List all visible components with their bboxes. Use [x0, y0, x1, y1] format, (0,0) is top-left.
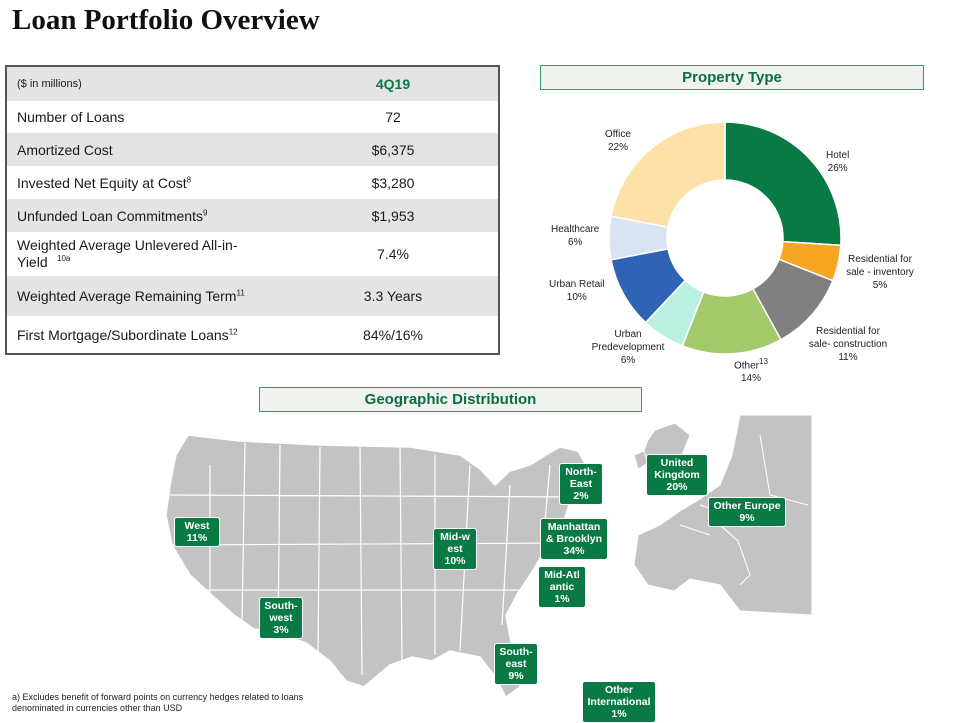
property-type-header: Property Type: [540, 65, 924, 90]
row-value: $6,375: [288, 133, 498, 166]
slice-label-urban-predevelopment: Urban Predevelopment 6%: [591, 329, 665, 366]
row-value: 72: [385, 109, 401, 125]
region-badge-mid-atlantic: Mid-Atlantic 1%: [538, 566, 586, 608]
region-badge-other-europe: Other Europe 9%: [708, 497, 786, 527]
row-value: $3,280: [371, 174, 415, 191]
table-row: Weighted Average Unlevered All-in-Yield 1…: [7, 232, 498, 276]
slice-label-residential-inventory: Residential for sale - inventory 5%: [846, 254, 914, 291]
slice-label-hotel: Hotel 26%: [826, 150, 850, 174]
row-label: Amortized Cost: [7, 133, 288, 166]
donut-slice-hotel: [724, 121, 842, 247]
slice-label-urban-retail: Urban Retail 10%: [549, 279, 605, 303]
row-label: First Mortgage/Subordinate Loans12: [17, 327, 238, 343]
row-label: Invested Net Equity at Cost8: [17, 174, 192, 191]
table-row: First Mortgage/Subordinate Loans12 84%/1…: [7, 316, 498, 354]
slice-label-other: Other13 14%: [734, 357, 768, 385]
region-badge-west: West 11%: [174, 517, 220, 547]
loan-metrics-table: ($ in millions) 4Q19 Number of Loans 72 …: [5, 65, 500, 355]
donut-slice-office: [610, 121, 726, 229]
slice-label-office: Office 22%: [605, 129, 631, 153]
region-badge-midwest: Mid-west 10%: [433, 528, 477, 570]
table-row: Weighted Average Remaining Term11 3.3 Ye…: [7, 276, 498, 316]
slice-label-healthcare: Healthcare 6%: [551, 224, 600, 248]
region-badge-other-international: Other International 1%: [582, 681, 656, 723]
row-value: $1,953: [288, 199, 498, 232]
region-badge-southwest: South-west 3%: [259, 597, 303, 639]
row-value: 84%/16%: [363, 327, 423, 343]
row-label: Unfunded Loan Commitments9: [7, 199, 288, 232]
region-badge-southeast: South-east 9%: [494, 643, 538, 685]
region-badge-northeast: North-East 2%: [559, 463, 603, 505]
slice-label-residential-construction: Residential for sale- construction 11%: [808, 326, 888, 363]
row-label: Weighted Average Remaining Term11: [7, 276, 288, 316]
property-type-donut: [608, 121, 842, 355]
table-row: Invested Net Equity at Cost8 $3,280: [7, 166, 498, 199]
table-row: Amortized Cost $6,375: [7, 133, 498, 166]
region-badge-united-kingdom: United Kingdom 20%: [646, 454, 708, 496]
footnote: a) Excludes benefit of forward points on…: [12, 692, 304, 713]
geographic-distribution-header: Geographic Distribution: [259, 387, 642, 412]
table-row: Number of Loans 72: [7, 101, 498, 133]
row-value: 3.3 Years: [288, 276, 498, 316]
row-label: Number of Loans: [17, 109, 125, 125]
page-title: Loan Portfolio Overview: [12, 4, 320, 36]
row-value: 7.4%: [377, 246, 409, 262]
region-badge-manhattan-brooklyn: Manhattan & Brooklyn 34%: [540, 518, 608, 560]
table-row: Unfunded Loan Commitments9 $1,953: [7, 199, 498, 232]
period-label: 4Q19: [288, 67, 498, 101]
table-header-row: ($ in millions) 4Q19: [7, 67, 498, 101]
row-label: Weighted Average Unlevered All-in-Yield 1…: [17, 237, 238, 270]
units-label: ($ in millions): [7, 67, 288, 101]
